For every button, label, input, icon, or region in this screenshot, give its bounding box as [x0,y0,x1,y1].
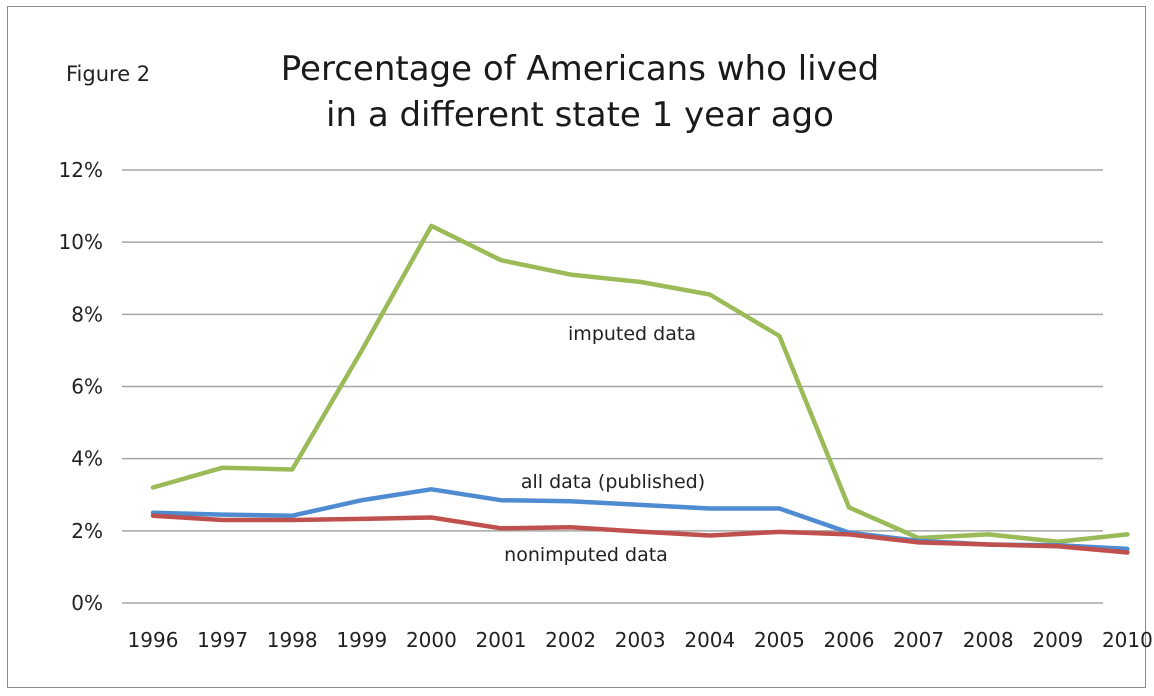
y-tick-label: 4% [71,447,103,471]
chart-title: Percentage of Americans who lived in a d… [230,46,930,138]
y-tick-label: 12% [59,158,103,182]
series-annotation: nonimputed data [504,544,668,566]
x-tick-label: 2001 [476,628,527,652]
figure-frame [7,6,1146,688]
x-tick-label: 2000 [406,628,457,652]
x-tick-label: 2009 [1032,628,1083,652]
x-tick-label: 1996 [128,628,179,652]
x-tick-label: 2004 [684,628,735,652]
x-tick-label: 1999 [336,628,387,652]
x-tick-label: 2010 [1102,628,1153,652]
series-annotation: imputed data [568,323,696,345]
x-tick-label: 2003 [615,628,666,652]
x-tick-label: 1998 [267,628,318,652]
series-annotation: all data (published) [521,471,705,493]
series-line-1 [150,223,1130,544]
chart-title-line-1: Percentage of Americans who lived [280,49,880,89]
y-tick-label: 10% [59,230,103,254]
y-tick-label: 8% [71,302,103,326]
x-tick-label: 2002 [545,628,596,652]
series-line-3 [150,513,1130,555]
x-tick-label: 2005 [754,628,805,652]
y-tick-label: 2% [71,519,103,543]
x-tick-label: 2007 [893,628,944,652]
chart-title-line-2: in a different state 1 year ago [326,95,834,135]
figure-label: Figure 2 [66,62,151,86]
y-tick-label: 0% [71,591,103,615]
y-tick-label: 6% [71,375,103,399]
x-tick-label: 1997 [197,628,248,652]
x-tick-label: 2008 [963,628,1014,652]
x-tick-label: 2006 [824,628,875,652]
